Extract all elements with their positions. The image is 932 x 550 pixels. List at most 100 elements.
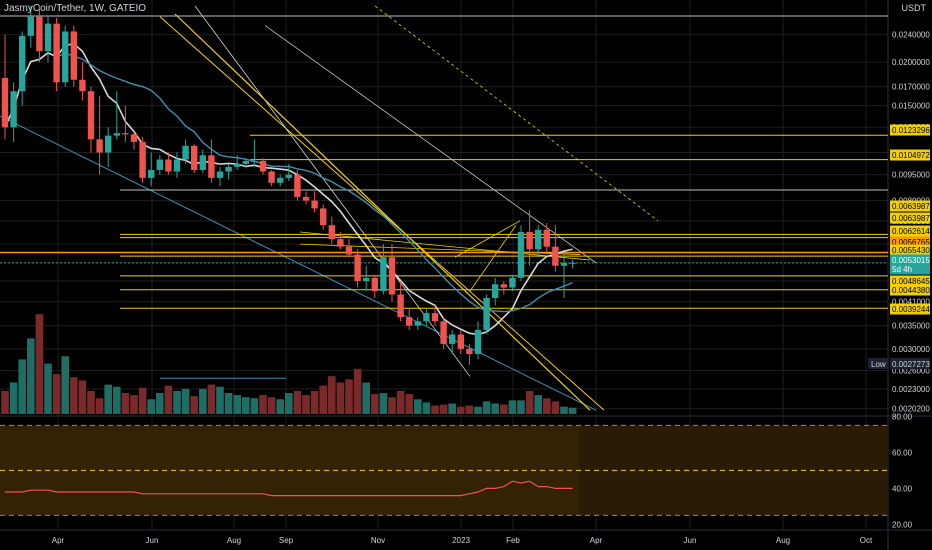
candle-body xyxy=(474,329,482,355)
time-axis: Apr Jun Aug Sep Nov 2023 Feb Apr Jun Aug Oct xyxy=(52,536,873,545)
rsi-panel-background xyxy=(0,424,888,516)
candle-body xyxy=(457,334,464,349)
volume-bar xyxy=(517,400,525,414)
candle-body xyxy=(431,313,439,322)
volume-bar xyxy=(216,386,224,414)
rsi-series xyxy=(5,480,573,497)
candle-body xyxy=(79,79,86,92)
volume-bar xyxy=(388,397,396,414)
candle-body xyxy=(122,133,129,135)
moving-averages xyxy=(4,43,573,336)
price-label-bg xyxy=(890,244,930,256)
candle-body xyxy=(1,78,9,128)
volume-bar xyxy=(35,314,44,414)
candle-body xyxy=(388,257,396,295)
volume-bar xyxy=(543,398,551,414)
time-tick: Nov xyxy=(371,536,385,545)
volume-bar xyxy=(534,395,542,414)
candle-body xyxy=(53,23,60,83)
volume-bar xyxy=(362,382,370,414)
candle-body xyxy=(345,246,353,255)
candle-body xyxy=(285,174,292,178)
candle-body xyxy=(302,196,310,201)
trendlines xyxy=(0,5,659,411)
volume-bar xyxy=(113,386,121,414)
volume-bar xyxy=(353,368,362,414)
volume-bar xyxy=(27,338,35,414)
candle-body xyxy=(509,277,516,288)
candle-body xyxy=(311,200,318,209)
price-tick: 0.0041000 xyxy=(892,298,930,307)
candles xyxy=(1,5,576,365)
volume-bar xyxy=(500,404,508,414)
candle-body xyxy=(466,348,473,355)
trendline xyxy=(454,220,521,258)
trendline xyxy=(469,224,517,292)
volume-bar xyxy=(87,390,95,414)
candle-body xyxy=(380,257,387,291)
candle-body xyxy=(552,246,559,266)
candle-body xyxy=(19,35,26,92)
time-tick: Jun xyxy=(684,536,697,545)
candle-body xyxy=(139,141,146,178)
price-label: 0.0053015 xyxy=(892,256,930,265)
price-tick: 0.0200000 xyxy=(892,58,930,67)
volume-bar xyxy=(396,390,405,414)
price-label-bg xyxy=(890,275,930,287)
volume-bar xyxy=(61,356,69,414)
price-label-bg xyxy=(890,284,930,296)
time-tick: 2023 xyxy=(452,536,470,545)
volume-bar xyxy=(345,379,353,414)
price-tick: 0.0023000 xyxy=(892,385,930,394)
volume-bar xyxy=(319,385,327,414)
candle-body xyxy=(363,277,370,282)
volume-bar xyxy=(336,382,345,414)
volume-bar xyxy=(414,399,422,414)
price-tick: 0.0170000 xyxy=(892,83,930,92)
volume-bar xyxy=(207,384,216,414)
candle-body xyxy=(406,317,413,326)
price-label-bg xyxy=(890,200,930,212)
candle-body xyxy=(371,277,378,291)
horizontal-levels xyxy=(0,15,888,309)
volume-bar xyxy=(181,388,190,414)
volume-bar xyxy=(431,405,439,414)
volume-bar xyxy=(1,390,9,414)
volume-bar xyxy=(259,395,267,414)
volume-bar xyxy=(293,390,302,414)
volume-bar xyxy=(285,393,293,414)
volume-bar xyxy=(95,398,104,414)
trendline xyxy=(374,5,659,222)
price-label: 0.0048645 xyxy=(892,277,930,286)
candle-body xyxy=(526,232,533,250)
volume-bar xyxy=(78,380,87,414)
candle-body xyxy=(173,159,181,172)
candle-body xyxy=(10,91,17,128)
rsi-tick: 20.00 xyxy=(892,520,913,529)
chart-title: JasmyCoin/Tether, 1W, GATEIO xyxy=(4,3,147,14)
volume-bar xyxy=(439,404,448,414)
time-tick: Aug xyxy=(227,536,241,545)
price-label-bg xyxy=(890,254,930,266)
time-tick: Apr xyxy=(590,536,603,545)
price-tick: 0.0095000 xyxy=(892,171,930,180)
volume-bar xyxy=(52,374,61,414)
volume-bar xyxy=(491,403,499,414)
candle-body xyxy=(294,174,301,197)
candle-body xyxy=(328,225,335,240)
candle-body xyxy=(36,16,43,52)
candle-body xyxy=(216,171,224,178)
candle-body xyxy=(492,284,499,299)
price-tick: 0.0240000 xyxy=(892,31,930,40)
volume-bar xyxy=(457,406,465,414)
candle-body xyxy=(148,169,155,178)
candle-body xyxy=(414,321,421,326)
time-tick: Apr xyxy=(52,536,65,545)
volume-bar xyxy=(448,403,456,414)
price-tick: 0.0026000 xyxy=(892,367,930,376)
volume-bar xyxy=(508,400,517,414)
price-label: 0.0056765 xyxy=(892,238,930,247)
price-label: 0.0062614 xyxy=(892,227,930,236)
rsi-tick: 60.00 xyxy=(892,448,913,457)
